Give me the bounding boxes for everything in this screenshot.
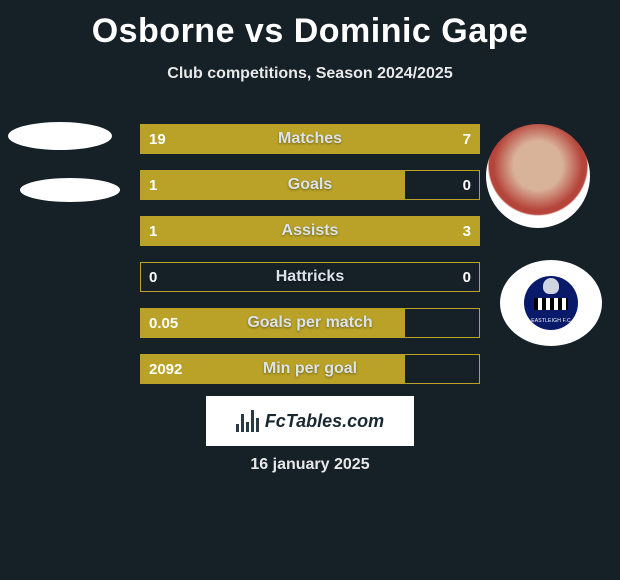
fctables-logo: FcTables.com [206,396,414,446]
logo-chart-icon [236,410,259,432]
club-left-avatar-placeholder [20,178,120,202]
player-left-avatar-placeholder [8,122,112,150]
stat-label: Hattricks [141,263,479,291]
club-right-crest: EASTLEIGH F.C [500,260,602,346]
stat-label: Min per goal [141,355,479,383]
stat-label: Goals per match [141,309,479,337]
stat-row: 197Matches [140,124,480,154]
stat-row: 00Hattricks [140,262,480,292]
date-label: 16 january 2025 [0,456,620,474]
stat-row: 0.05Goals per match [140,308,480,338]
page-title: Osborne vs Dominic Gape [0,0,620,51]
logo-text: FcTables.com [265,411,384,432]
stat-row: 2092Min per goal [140,354,480,384]
eastleigh-crest-icon: EASTLEIGH F.C [524,276,578,330]
player-right-avatar [486,124,590,228]
stat-label: Matches [141,125,479,153]
subtitle: Club competitions, Season 2024/2025 [0,65,620,83]
stat-bars-container: 197Matches 10Goals 13Assists 00Hattricks 0.0… [140,124,480,400]
stat-label: Assists [141,217,479,245]
stat-row: 10Goals [140,170,480,200]
stat-row: 13Assists [140,216,480,246]
stat-label: Goals [141,171,479,199]
